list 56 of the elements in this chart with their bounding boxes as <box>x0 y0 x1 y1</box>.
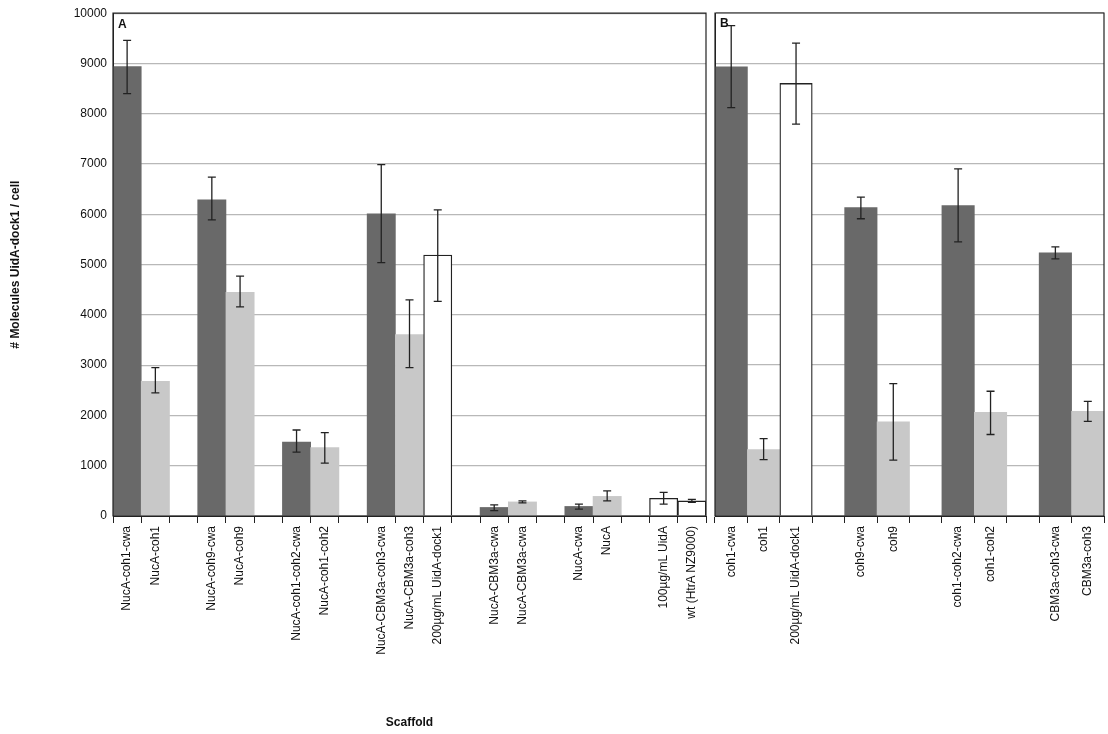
x-tick-label: NucA-CBM3a-coh3 <box>401 525 416 630</box>
y-tick-label: 1000 <box>80 458 108 473</box>
x-tick-label: 200µg/mL UidA-dock1 <box>788 525 803 645</box>
bar <box>310 447 340 516</box>
x-tick-label: NucA-coh1 <box>147 525 162 586</box>
x-tick-label: NucA-coh1-coh2 <box>317 525 332 616</box>
x-tick-label: NucA-coh9-cwa <box>204 525 219 611</box>
x-tick-label: NucA-CBM3a-coh3-cwa <box>373 525 388 655</box>
y-tick-label: 6000 <box>80 206 108 221</box>
x-tick-label: 100µg/mL UidA <box>655 526 670 609</box>
x-tick-label: coh1-cwa <box>723 525 738 578</box>
annotation: B <box>720 16 729 31</box>
y-tick-label: 9000 <box>80 55 108 70</box>
y-tick-label: 10000 <box>73 5 108 20</box>
x-tick-label: NucA-cwa <box>571 525 586 581</box>
bar <box>747 449 781 516</box>
bar <box>225 291 255 516</box>
x-tick-label: wt (HtrA NZ9000) <box>684 526 699 620</box>
bar <box>876 421 910 516</box>
y-tick-label: 3000 <box>80 357 108 372</box>
x-tick-label: CBM3a-coh3 <box>1080 525 1095 597</box>
x-tick-label: coh9-cwa <box>853 525 868 578</box>
y-tick-label: 0 <box>100 508 108 523</box>
x-tick-label: coh1-coh2-cwa <box>950 525 965 608</box>
x-tick-label: NucA-CBM3a-cwa <box>514 525 529 625</box>
x-tick-label: CBM3a-coh3-cwa <box>1047 525 1062 622</box>
x-tick-label: coh1-coh2 <box>982 525 997 583</box>
bar <box>1038 252 1072 516</box>
bar <box>715 66 748 516</box>
bar <box>974 412 1008 516</box>
bar <box>592 496 622 516</box>
bar <box>366 213 396 516</box>
bar <box>395 334 424 516</box>
bar <box>844 207 878 516</box>
x-tick-label: NucA-coh1-coh2-cwa <box>288 525 303 641</box>
bar <box>197 199 227 516</box>
y-tick-label: 5000 <box>80 256 108 271</box>
x-axis-title: Scaffold <box>385 715 434 730</box>
x-tick-label: NucA <box>599 526 614 556</box>
y-tick-label: 4000 <box>80 307 108 322</box>
bar <box>140 380 170 516</box>
y-tick-label: 2000 <box>80 407 108 422</box>
x-tick-label: coh1 <box>755 525 770 553</box>
y-tick-label: 7000 <box>80 156 108 171</box>
x-tick-label: 200µg/mL UidA-dock1 <box>430 525 445 645</box>
y-tick-label: 8000 <box>80 106 108 121</box>
annotation: A <box>118 16 127 31</box>
bar <box>113 66 142 516</box>
x-tick-label: coh9 <box>885 525 900 553</box>
x-tick-label: NucA-CBM3a-cwa <box>486 525 501 625</box>
y-axis-title: # Molecules UidA-dock1 / cell <box>7 180 22 349</box>
bar <box>941 205 975 516</box>
bar <box>1071 411 1104 516</box>
x-tick-label: NucA-coh9 <box>232 525 247 586</box>
bar <box>282 441 311 516</box>
x-tick-label: NucA-coh1-cwa <box>119 525 134 611</box>
